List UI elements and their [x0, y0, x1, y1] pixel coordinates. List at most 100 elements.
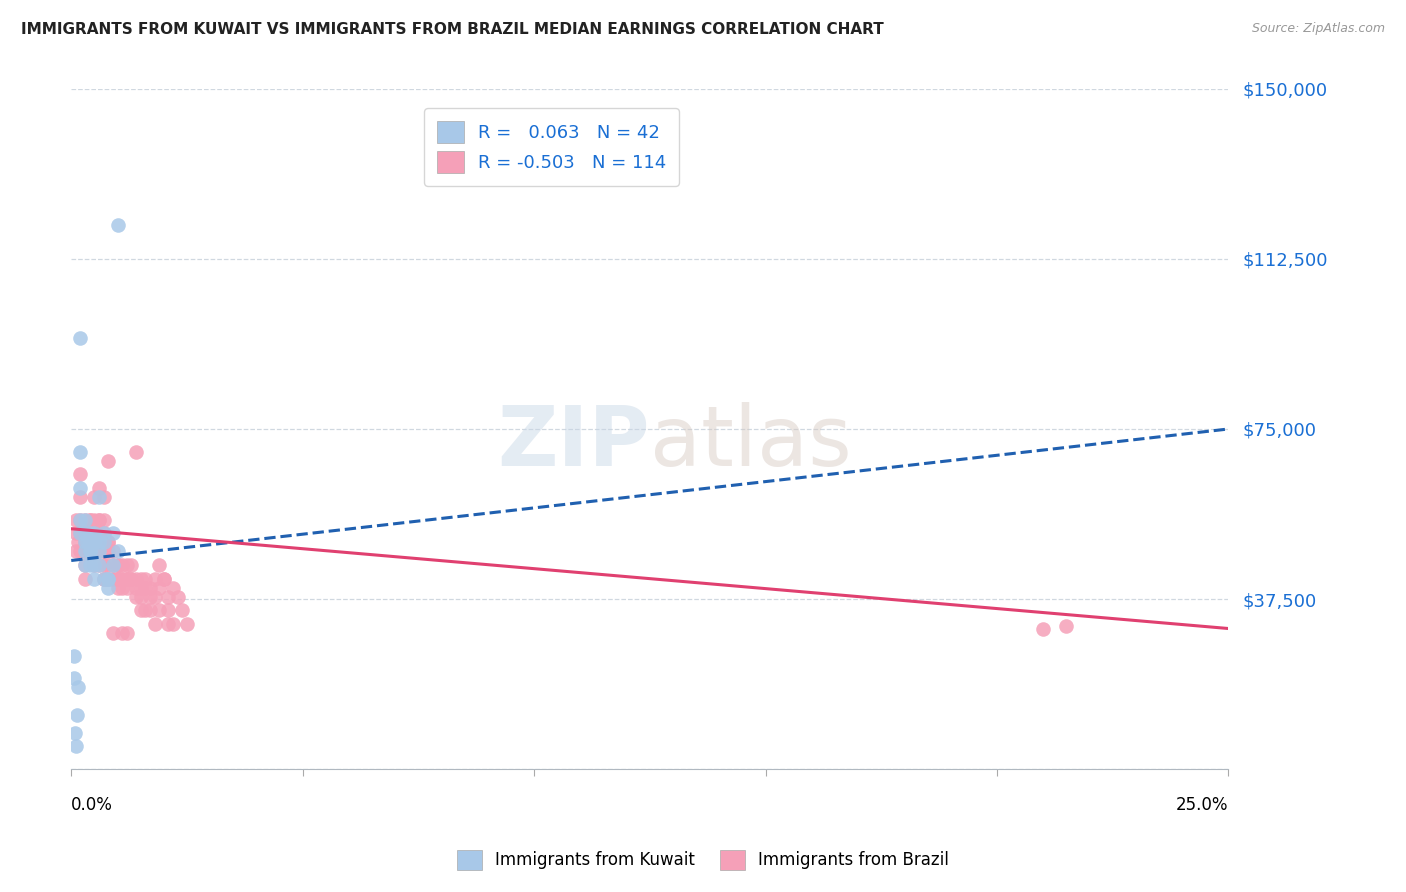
- Point: [93, 526, 115, 541]
- Point: [93, 572, 115, 586]
- Point: [83, 535, 105, 549]
- Point: [69, 513, 91, 527]
- Point: [83, 535, 105, 549]
- Point: [83, 526, 105, 541]
- Point: [66, 707, 89, 722]
- Point: [79, 558, 101, 572]
- Point: [115, 572, 138, 586]
- Point: [97, 572, 120, 586]
- Point: [83, 526, 105, 541]
- Point: [75, 544, 97, 558]
- Point: [1054, 619, 1077, 633]
- Point: [69, 544, 91, 558]
- Point: [79, 535, 101, 549]
- Point: [115, 626, 138, 640]
- Point: [111, 572, 134, 586]
- Point: [76, 535, 98, 549]
- Point: [125, 590, 148, 604]
- Legend: Immigrants from Kuwait, Immigrants from Brazil: Immigrants from Kuwait, Immigrants from …: [450, 843, 956, 877]
- Point: [83, 535, 105, 549]
- Point: [75, 558, 97, 572]
- Point: [75, 535, 97, 549]
- Point: [107, 558, 129, 572]
- Point: [101, 572, 124, 586]
- Point: [107, 218, 129, 232]
- Point: [75, 544, 97, 558]
- Point: [172, 603, 194, 617]
- Point: [120, 558, 142, 572]
- Point: [75, 526, 97, 541]
- Point: [101, 526, 124, 541]
- Point: [80, 535, 103, 549]
- Point: [83, 544, 105, 558]
- Point: [65, 513, 87, 527]
- Point: [93, 572, 115, 586]
- Point: [65, 526, 87, 541]
- Point: [97, 572, 120, 586]
- Point: [69, 331, 91, 345]
- Point: [139, 581, 162, 595]
- Point: [134, 572, 156, 586]
- Point: [93, 526, 115, 541]
- Point: [97, 535, 120, 549]
- Point: [87, 544, 110, 558]
- Point: [79, 544, 101, 558]
- Point: [86, 526, 108, 541]
- Point: [69, 490, 91, 504]
- Point: [93, 558, 115, 572]
- Point: [101, 544, 124, 558]
- Point: [97, 544, 120, 558]
- Point: [87, 481, 110, 495]
- Point: [162, 581, 184, 595]
- Point: [97, 535, 120, 549]
- Legend: R =   0.063   N = 42, R = -0.503   N = 114: R = 0.063 N = 42, R = -0.503 N = 114: [425, 108, 679, 186]
- Point: [83, 535, 105, 549]
- Point: [75, 535, 97, 549]
- Point: [75, 513, 97, 527]
- Point: [101, 558, 124, 572]
- Point: [63, 726, 86, 740]
- Point: [83, 513, 105, 527]
- Point: [143, 617, 166, 632]
- Point: [87, 558, 110, 572]
- Text: 25.0%: 25.0%: [1175, 797, 1229, 814]
- Point: [157, 603, 180, 617]
- Point: [107, 544, 129, 558]
- Point: [115, 572, 138, 586]
- Point: [125, 572, 148, 586]
- Point: [176, 617, 198, 632]
- Point: [79, 535, 101, 549]
- Point: [111, 626, 134, 640]
- Point: [87, 513, 110, 527]
- Point: [107, 558, 129, 572]
- Point: [101, 626, 124, 640]
- Point: [143, 572, 166, 586]
- Point: [93, 535, 115, 549]
- Point: [107, 572, 129, 586]
- Point: [134, 581, 156, 595]
- Text: IMMIGRANTS FROM KUWAIT VS IMMIGRANTS FROM BRAZIL MEDIAN EARNINGS CORRELATION CHA: IMMIGRANTS FROM KUWAIT VS IMMIGRANTS FRO…: [21, 22, 884, 37]
- Point: [87, 513, 110, 527]
- Point: [93, 572, 115, 586]
- Point: [93, 490, 115, 504]
- Point: [79, 513, 101, 527]
- Point: [83, 526, 105, 541]
- Point: [153, 572, 176, 586]
- Point: [129, 603, 152, 617]
- Point: [166, 590, 188, 604]
- Point: [75, 526, 97, 541]
- Point: [87, 558, 110, 572]
- Point: [120, 572, 142, 586]
- Point: [87, 544, 110, 558]
- Point: [1032, 622, 1054, 636]
- Point: [69, 444, 91, 458]
- Point: [79, 544, 101, 558]
- Point: [75, 558, 97, 572]
- Point: [157, 590, 180, 604]
- Text: ZIP: ZIP: [498, 402, 650, 483]
- Point: [75, 526, 97, 541]
- Point: [79, 526, 101, 541]
- Point: [97, 558, 120, 572]
- Point: [79, 544, 101, 558]
- Point: [80, 526, 103, 541]
